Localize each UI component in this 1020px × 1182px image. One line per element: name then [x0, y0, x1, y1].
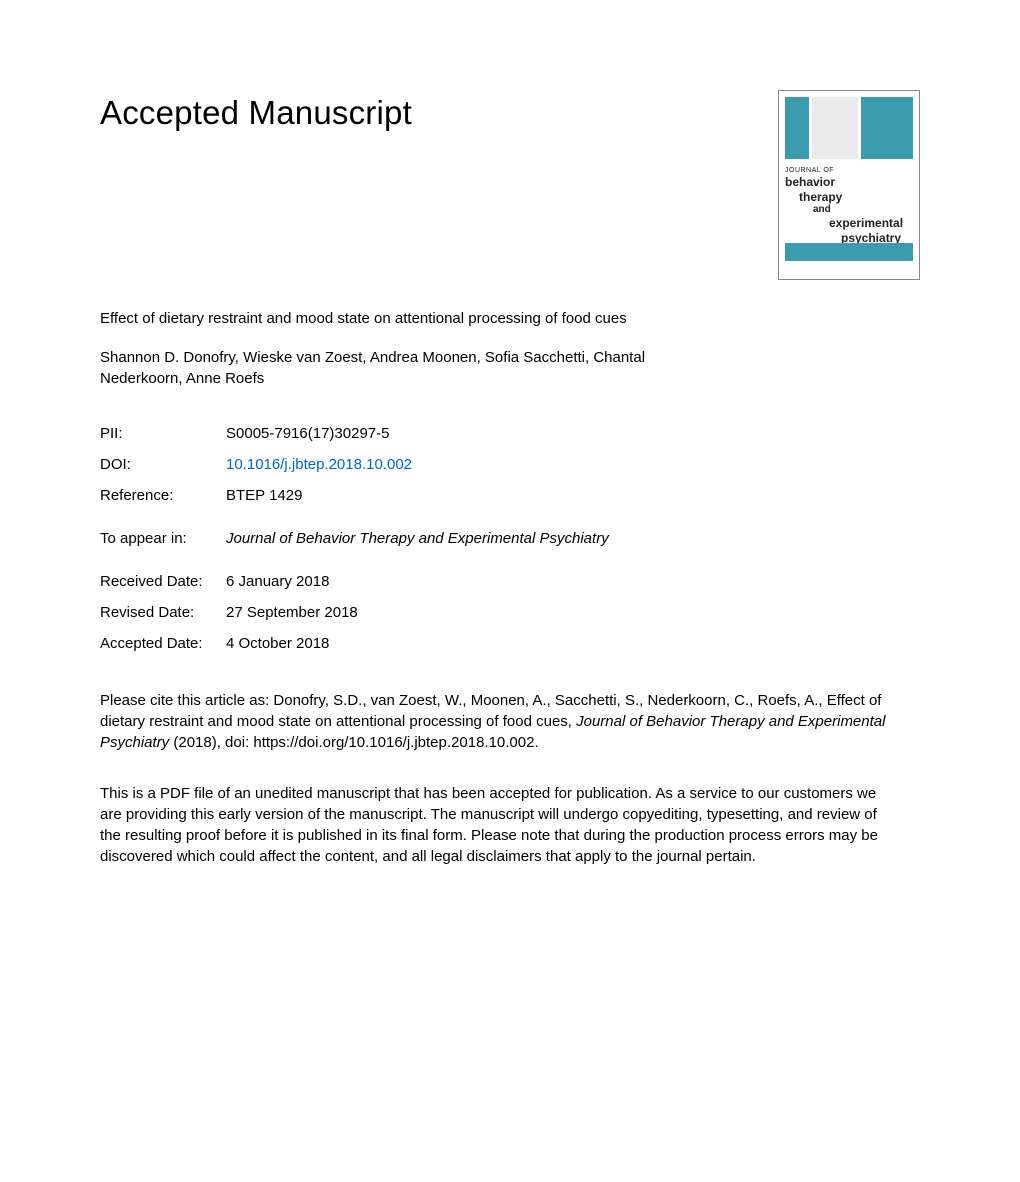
- cover-word-behavior: behavior: [785, 175, 913, 189]
- meta-label-received: Received Date:: [100, 571, 226, 592]
- meta-value-pii: S0005-7916(17)30297-5: [226, 423, 389, 444]
- cover-word-experimental: experimental: [785, 216, 913, 230]
- article-title: Effect of dietary restraint and mood sta…: [100, 308, 680, 329]
- meta-label-to-appear-in: To appear in:: [100, 528, 226, 549]
- metadata-block-1: PII: S0005-7916(17)30297-5 DOI: 10.1016/…: [100, 423, 920, 506]
- cover-word-therapy: therapy: [785, 190, 913, 204]
- metadata-block-2: To appear in: Journal of Behavior Therap…: [100, 528, 920, 549]
- cover-word-and: and: [785, 204, 913, 216]
- meta-row-revised: Revised Date: 27 September 2018: [100, 602, 920, 623]
- disclaimer-paragraph: This is a PDF file of an unedited manusc…: [100, 783, 890, 867]
- citation-paragraph: Please cite this article as: Donofry, S.…: [100, 690, 890, 753]
- meta-value-revised: 27 September 2018: [226, 602, 358, 623]
- cover-block-mid: [812, 97, 858, 159]
- meta-value-accepted: 4 October 2018: [226, 633, 329, 654]
- cover-bottom-band: [785, 243, 913, 261]
- metadata-block-3: Received Date: 6 January 2018 Revised Da…: [100, 571, 920, 654]
- meta-value-to-appear-in: Journal of Behavior Therapy and Experime…: [226, 528, 609, 549]
- cover-title-text: JOURNAL OF behavior therapy and experime…: [785, 165, 913, 245]
- meta-row-pii: PII: S0005-7916(17)30297-5: [100, 423, 920, 444]
- authors-list: Shannon D. Donofry, Wieske van Zoest, An…: [100, 347, 680, 389]
- meta-label-pii: PII:: [100, 423, 226, 444]
- meta-value-reference: BTEP 1429: [226, 485, 302, 506]
- doi-link[interactable]: 10.1016/j.jbtep.2018.10.002: [226, 454, 412, 475]
- meta-row-reference: Reference: BTEP 1429: [100, 485, 920, 506]
- meta-row-accepted: Accepted Date: 4 October 2018: [100, 633, 920, 654]
- page-heading: Accepted Manuscript: [100, 90, 412, 136]
- meta-label-revised: Revised Date:: [100, 602, 226, 623]
- meta-row-received: Received Date: 6 January 2018: [100, 571, 920, 592]
- cover-block-left: [785, 97, 809, 159]
- cover-top-band: [785, 97, 913, 159]
- meta-label-accepted: Accepted Date:: [100, 633, 226, 654]
- meta-row-to-appear-in: To appear in: Journal of Behavior Therap…: [100, 528, 920, 549]
- cover-block-right: [861, 97, 913, 159]
- meta-label-reference: Reference:: [100, 485, 226, 506]
- meta-value-received: 6 January 2018: [226, 571, 329, 592]
- journal-cover-thumbnail: JOURNAL OF behavior therapy and experime…: [778, 90, 920, 280]
- citation-suffix: (2018), doi: https://doi.org/10.1016/j.j…: [169, 734, 538, 751]
- header-row: Accepted Manuscript JOURNAL OF behavior …: [100, 90, 920, 280]
- meta-label-doi: DOI:: [100, 454, 226, 475]
- meta-row-doi: DOI: 10.1016/j.jbtep.2018.10.002: [100, 454, 920, 475]
- cover-line-journal-of: JOURNAL OF: [785, 167, 834, 174]
